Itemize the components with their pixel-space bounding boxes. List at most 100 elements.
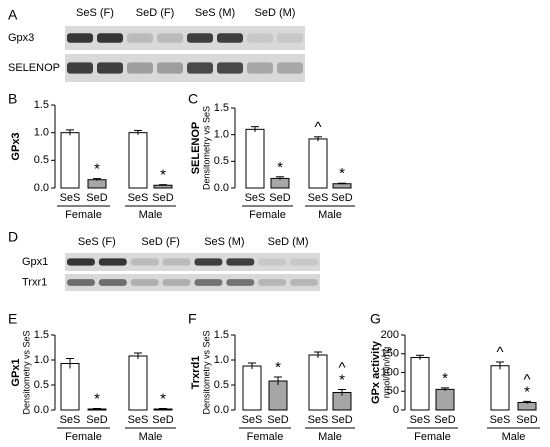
lane-label: SeS (M) (195, 7, 235, 19)
bar (332, 183, 352, 189)
lane-label: SeD (F) (141, 236, 180, 248)
bar (435, 388, 455, 411)
row-label: Gpx3 (8, 32, 34, 44)
y-axis-label: SELENOP (190, 122, 202, 175)
y-tick-label: 1.5 (214, 329, 229, 341)
lane-label: SeD (F) (136, 7, 175, 19)
blot-band (162, 279, 191, 286)
blot-band (217, 33, 243, 43)
y-tick-label: 1.0 (34, 127, 49, 139)
blot-band (162, 258, 191, 266)
blot-band (226, 279, 255, 286)
x-tick-label: SeS (308, 192, 329, 204)
blot-band (290, 279, 318, 286)
annotation: ^ (338, 359, 345, 376)
annotation: * (524, 383, 530, 400)
blot-band (97, 33, 123, 43)
group-label: Female (249, 209, 286, 221)
panel-letter: F (188, 311, 197, 327)
y-tick-label: 100 (381, 366, 399, 378)
annotation: * (339, 371, 345, 388)
annotation: ^ (496, 344, 503, 361)
blot-band (277, 33, 303, 43)
y-tick-label: 1.0 (34, 354, 49, 366)
blot-band (67, 279, 95, 286)
x-tick-label: SeS (410, 414, 431, 426)
y-tick-label: 0 (393, 404, 399, 416)
bar (128, 355, 148, 411)
annotation: * (94, 390, 100, 407)
y-tick-label: 0.5 (34, 379, 49, 391)
blot-band (130, 258, 159, 266)
annotation: * (275, 359, 281, 376)
blot-band (290, 258, 318, 266)
y-tick-label: 50 (387, 385, 399, 397)
x-tick-label: SeS (242, 414, 263, 426)
panel-letter: A (8, 7, 18, 23)
annotation: ^ (523, 371, 530, 388)
bar (60, 363, 80, 411)
bar (245, 128, 265, 189)
x-tick-label: SeS (128, 192, 149, 204)
panel-letter: G (370, 311, 381, 327)
bar (308, 138, 328, 189)
x-tick-label: SeS (128, 414, 149, 426)
x-tick-label: SeS (60, 414, 81, 426)
x-tick-label: SeD (331, 414, 352, 426)
bar (242, 365, 262, 411)
bar (308, 354, 328, 411)
row-label: SELENOP (8, 62, 60, 74)
blot-band (67, 62, 93, 74)
y-axis-label: Trxrd1 (190, 356, 202, 390)
bar (490, 365, 510, 411)
bar (268, 380, 288, 411)
annotation: * (442, 370, 448, 387)
x-tick-label: SeD (331, 192, 352, 204)
x-tick-label: SeS (60, 192, 81, 204)
y-axis-sublabel: Densitometry vs SeS (21, 330, 31, 414)
group-label: Female (65, 209, 102, 221)
blot-strip (65, 253, 320, 271)
y-axis-sublabel: Densitometry vs SeS (201, 106, 211, 190)
x-tick-label: SeS (308, 414, 329, 426)
x-tick-label: SeD (86, 192, 107, 204)
x-tick-label: SeD (152, 414, 173, 426)
annotation: ^ (314, 119, 321, 136)
blot-band (194, 258, 223, 266)
blot-band (97, 62, 123, 74)
panel-letter: E (8, 311, 17, 327)
y-tick-label: 200 (381, 329, 399, 341)
x-tick-label: SeD (269, 192, 290, 204)
annotation: * (339, 165, 345, 182)
y-tick-label: 0.0 (34, 182, 49, 194)
panel-letter: D (8, 229, 18, 245)
lane-label: SeD (M) (268, 236, 309, 248)
lane-label: SeD (M) (255, 7, 296, 19)
row-label: Gpx1 (22, 256, 48, 268)
y-tick-label: 1.5 (34, 329, 49, 341)
blot-band (226, 258, 255, 266)
y-tick-label: 0.5 (214, 155, 229, 167)
annotation: * (277, 159, 283, 176)
group-label: Male (318, 431, 342, 443)
x-tick-label: SeD (267, 414, 288, 426)
y-tick-label: 0.0 (214, 404, 229, 416)
x-tick-label: SeS (245, 192, 266, 204)
blot-band (157, 62, 183, 74)
group-label: Male (502, 431, 526, 443)
lane-label: SeS (F) (78, 236, 116, 248)
group-label: Male (318, 209, 342, 221)
annotation: * (94, 161, 100, 178)
blot-band (194, 279, 223, 286)
y-tick-label: 150 (381, 348, 399, 360)
y-tick-label: 1.5 (214, 102, 229, 114)
group-label: Female (414, 431, 451, 443)
bar (410, 357, 430, 411)
lane-label: SeS (M) (204, 236, 244, 248)
x-tick-label: SeD (152, 192, 173, 204)
y-tick-label: 0.5 (214, 379, 229, 391)
blot-band (247, 62, 273, 74)
group-label: Male (139, 431, 163, 443)
blot-band (247, 33, 273, 43)
blot-band (258, 258, 287, 266)
